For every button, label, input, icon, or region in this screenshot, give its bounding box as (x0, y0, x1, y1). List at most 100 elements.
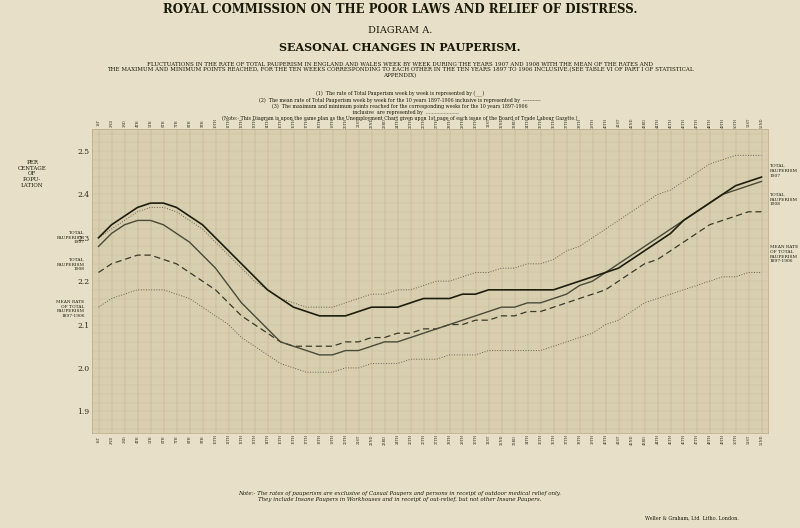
Text: TOTAL
PAUPERISM
1907: TOTAL PAUPERISM 1907 (770, 164, 798, 177)
Text: 15TH: 15TH (278, 435, 282, 445)
Text: 13TH: 13TH (253, 118, 257, 128)
Text: 4TH: 4TH (135, 436, 139, 444)
Text: 33RD: 33RD (513, 435, 517, 445)
Text: 1ST: 1ST (97, 119, 101, 126)
Text: TOTAL
PAUPERISM
1907: TOTAL PAUPERISM 1907 (57, 231, 85, 244)
Text: 47TH: 47TH (694, 118, 698, 128)
Text: 34TH: 34TH (526, 118, 530, 128)
Text: 52ND: 52ND (759, 435, 763, 445)
Text: 35TH: 35TH (538, 435, 542, 445)
Text: 7TH: 7TH (174, 436, 178, 444)
Text: 48TH: 48TH (707, 435, 711, 445)
Text: FLUCTUATIONS IN THE RATE OF TOTAL PAUPERISM IN ENGLAND AND WALES WEEK BY WEEK DU: FLUCTUATIONS IN THE RATE OF TOTAL PAUPER… (106, 62, 694, 79)
Text: 8TH: 8TH (187, 119, 191, 127)
Text: 28TH: 28TH (447, 118, 451, 128)
Text: 17TH: 17TH (305, 118, 309, 128)
Text: 35TH: 35TH (538, 118, 542, 128)
Text: 40TH: 40TH (603, 118, 607, 128)
Text: 24TH: 24TH (395, 118, 399, 128)
Text: 20TH: 20TH (343, 435, 347, 445)
Text: 7TH: 7TH (174, 119, 178, 127)
Text: Note:- The rates of pauperism are exclusive of Casual Paupers and persons in rec: Note:- The rates of pauperism are exclus… (238, 491, 562, 502)
Text: Weller & Graham, Ltd  Litho. London.: Weller & Graham, Ltd Litho. London. (645, 516, 738, 521)
Text: 21ST: 21ST (357, 118, 361, 127)
Text: 17TH: 17TH (305, 435, 309, 445)
Text: 46TH: 46TH (682, 118, 686, 128)
Text: 47TH: 47TH (694, 435, 698, 445)
Text: TOTAL
PAUPERISM
1908: TOTAL PAUPERISM 1908 (57, 258, 85, 271)
Text: 39TH: 39TH (590, 118, 594, 128)
Text: 49TH: 49TH (721, 435, 725, 445)
Text: 36TH: 36TH (551, 435, 555, 445)
Text: 33RD: 33RD (513, 118, 517, 128)
Text: 38TH: 38TH (578, 118, 582, 128)
Text: 11TH: 11TH (226, 118, 230, 128)
Text: 43RD: 43RD (642, 118, 646, 128)
Text: 37TH: 37TH (565, 118, 569, 128)
Text: 42ND: 42ND (630, 118, 634, 128)
Text: 8TH: 8TH (187, 436, 191, 444)
Text: 46TH: 46TH (682, 435, 686, 445)
Text: 11TH: 11TH (226, 435, 230, 445)
Text: 43RD: 43RD (642, 435, 646, 445)
Text: 15TH: 15TH (278, 118, 282, 128)
Text: 3RD: 3RD (122, 119, 126, 127)
Text: 22ND: 22ND (370, 435, 374, 445)
Text: 51ST: 51ST (746, 118, 750, 127)
Text: 50TH: 50TH (734, 118, 738, 128)
Text: 24TH: 24TH (395, 435, 399, 445)
Text: 26TH: 26TH (422, 118, 426, 128)
Text: 40TH: 40TH (603, 435, 607, 445)
Text: 5TH: 5TH (149, 436, 153, 444)
Text: (1)  The rate of Total Pauperism week by week is represented by (___)
(2)  The m: (1) The rate of Total Pauperism week by … (222, 91, 578, 120)
Text: 1ST: 1ST (97, 436, 101, 443)
Text: 14TH: 14TH (266, 118, 270, 128)
Text: 6TH: 6TH (162, 119, 166, 127)
Text: 48TH: 48TH (707, 118, 711, 128)
Text: 27TH: 27TH (434, 118, 438, 128)
Text: 6TH: 6TH (162, 436, 166, 444)
Text: 12TH: 12TH (239, 118, 243, 128)
Text: 14TH: 14TH (266, 435, 270, 445)
Text: 9TH: 9TH (201, 436, 205, 444)
Text: 32ND: 32ND (499, 118, 503, 128)
Text: 29TH: 29TH (461, 118, 465, 128)
Text: 36TH: 36TH (551, 118, 555, 128)
Text: 52ND: 52ND (759, 118, 763, 128)
Text: 18TH: 18TH (318, 435, 322, 445)
Text: 10TH: 10TH (214, 435, 218, 445)
Text: 41ST: 41ST (617, 118, 621, 127)
Text: 2ND: 2ND (110, 436, 114, 444)
Text: 2ND: 2ND (110, 119, 114, 127)
Text: 44TH: 44TH (655, 435, 659, 445)
Text: 9TH: 9TH (201, 119, 205, 127)
Text: 23RD: 23RD (382, 435, 386, 445)
Text: SEASONAL CHANGES IN PAUPERISM.: SEASONAL CHANGES IN PAUPERISM. (279, 42, 521, 53)
Text: 51ST: 51ST (746, 435, 750, 444)
Text: DIAGRAM A.: DIAGRAM A. (368, 25, 432, 34)
Text: 16TH: 16TH (291, 435, 295, 445)
Text: 37TH: 37TH (565, 435, 569, 445)
Text: 31ST: 31ST (486, 118, 490, 127)
Text: 34TH: 34TH (526, 435, 530, 445)
Text: 21ST: 21ST (357, 435, 361, 444)
Text: PER
CENTAGE
OF
POPU-
LATION: PER CENTAGE OF POPU- LATION (18, 159, 46, 188)
Text: 13TH: 13TH (253, 435, 257, 445)
Text: 25TH: 25TH (409, 435, 413, 445)
Text: 28TH: 28TH (447, 435, 451, 445)
Text: 50TH: 50TH (734, 435, 738, 445)
Text: 41ST: 41ST (617, 435, 621, 444)
Text: 29TH: 29TH (461, 435, 465, 445)
Text: 26TH: 26TH (422, 435, 426, 445)
Text: 31ST: 31ST (486, 435, 490, 444)
Text: 18TH: 18TH (318, 118, 322, 128)
Text: 30TH: 30TH (474, 435, 478, 445)
Text: 45TH: 45TH (669, 435, 673, 445)
Text: 44TH: 44TH (655, 118, 659, 128)
Text: TOTAL
PAUPERISM
1908: TOTAL PAUPERISM 1908 (770, 193, 798, 206)
Text: 30TH: 30TH (474, 118, 478, 128)
Text: 23RD: 23RD (382, 118, 386, 128)
Text: 22ND: 22ND (370, 118, 374, 128)
Text: 25TH: 25TH (409, 118, 413, 128)
Text: 39TH: 39TH (590, 435, 594, 445)
